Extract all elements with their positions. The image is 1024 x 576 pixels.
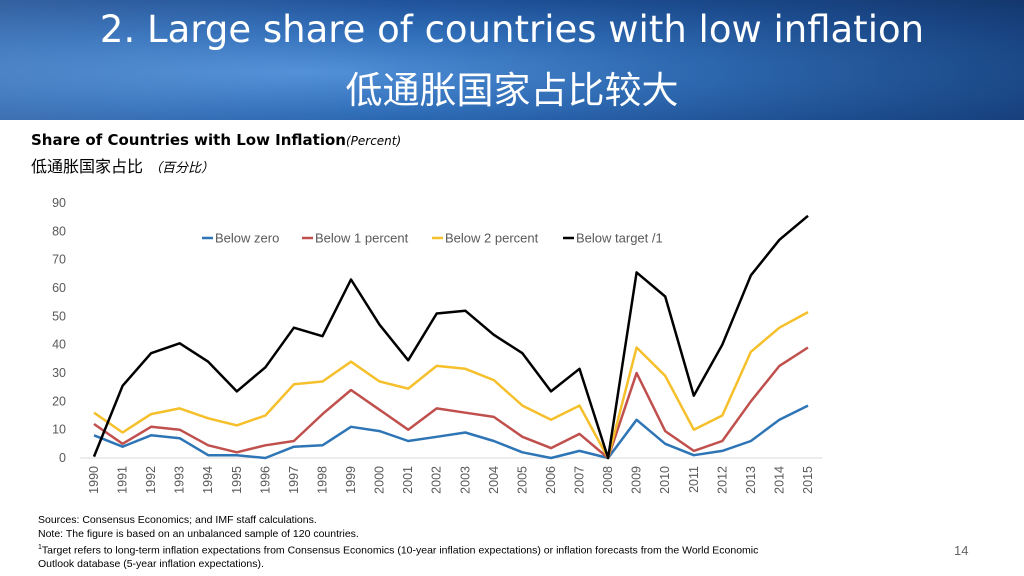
series-line [93, 311, 809, 460]
line-chart: 0 10 20 30 40 50 60 70 80 90 1990 1991 1992 1993 1994… [52, 196, 822, 494]
chart-title-cn-unit: （百分比） [149, 161, 215, 176]
y-tick-label: 0 [59, 451, 66, 465]
x-axis: 1990 1991 1992 1993 1994 1995 1996 1997 1998 1999… [80, 457, 822, 494]
series-line [93, 404, 809, 460]
chart-title-cn-text: 低通胀国家占比 [31, 157, 144, 176]
title-banner: 2. Large share of countries with low inf… [0, 0, 1024, 120]
page-number: 14 [954, 543, 969, 558]
y-tick-label: 70 [52, 253, 66, 267]
slide-title-cn: 低通胀国家占比较大 [345, 69, 679, 112]
y-tick-label: 50 [52, 309, 66, 323]
x-tick-label: 1992 [144, 466, 158, 494]
slide-title-en: 2. Large share of countries with low inf… [99, 8, 925, 51]
x-tick-label: 2008 [601, 466, 615, 494]
chart-title-cn: 低通胀国家占比 （百分比） [31, 153, 214, 177]
x-tick-label: 2001 [401, 466, 415, 494]
x-tick-label: 2009 [630, 466, 644, 494]
sample-note: Note: The figure is based on an unbalanc… [38, 527, 359, 540]
footnote: 1Target refers to long-term inflation ex… [38, 541, 918, 572]
banner-shade [0, 0, 1024, 120]
chart-notes: Sources: Consensus Economics; and IMF st… [38, 514, 918, 572]
legend-label: Below 1 percent [315, 231, 409, 246]
x-tick-label: 1991 [116, 466, 130, 494]
x-tick-label: 2013 [744, 466, 758, 494]
x-tick-label: 2015 [801, 466, 815, 494]
x-tick-label: 2014 [772, 466, 786, 494]
x-tick-label: 1999 [344, 466, 358, 494]
footnote-line2: Outlook database (5-year inflation expec… [38, 558, 264, 570]
y-tick-label: 10 [52, 423, 66, 437]
chart-title-text: Share of Countries with Low Inflation [31, 131, 346, 149]
y-axis: 0 10 20 30 40 50 60 70 80 90 [52, 196, 66, 465]
y-tick-label: 40 [52, 338, 66, 352]
y-tick-label: 90 [52, 196, 66, 210]
x-tick-label: 1998 [315, 466, 329, 494]
chart-lines [92, 214, 809, 460]
series-line [93, 346, 809, 460]
x-tick-label: 2000 [373, 466, 387, 494]
footnote-line1: Target refers to long-term inflation exp… [41, 544, 759, 557]
x-tick-label: 1990 [87, 466, 101, 494]
legend-label: Below 2 percent [445, 231, 539, 246]
y-tick-label: 20 [52, 394, 66, 408]
y-tick-label: 80 [52, 224, 66, 238]
x-tick-label: 2012 [715, 466, 729, 494]
x-tick-label: 2005 [515, 466, 529, 494]
legend-label: Below target /1 [576, 231, 663, 246]
y-tick-label: 30 [52, 366, 66, 380]
x-tick-label: 2006 [544, 466, 558, 494]
x-tick-label: 1997 [287, 466, 301, 494]
x-tick-label: 1996 [258, 466, 272, 494]
sources-note: Sources: Consensus Economics; and IMF st… [38, 514, 317, 526]
x-tick-label: 2003 [458, 466, 472, 494]
x-tick-label: 2004 [487, 466, 501, 494]
series-line [92, 214, 809, 460]
chart-title: Share of Countries with Low Inflation(Pe… [31, 131, 401, 149]
x-tick-label: 2002 [430, 466, 444, 494]
x-tick-label: 1995 [230, 466, 244, 494]
x-tick-label: 1993 [173, 466, 187, 494]
y-tick-label: 60 [52, 281, 66, 295]
footnote-mark: 1 [38, 544, 42, 551]
x-tick-label: 2007 [573, 466, 587, 494]
chart-title-unit: (Percent) [345, 134, 402, 148]
x-tick-label: 2010 [658, 466, 672, 494]
legend-label: Below zero [215, 231, 279, 246]
x-tick-label: 1994 [201, 466, 215, 494]
x-tick-label: 2011 [687, 466, 701, 493]
chart-legend: Below zero Below 1 percent Below 2 percent… [202, 231, 663, 246]
